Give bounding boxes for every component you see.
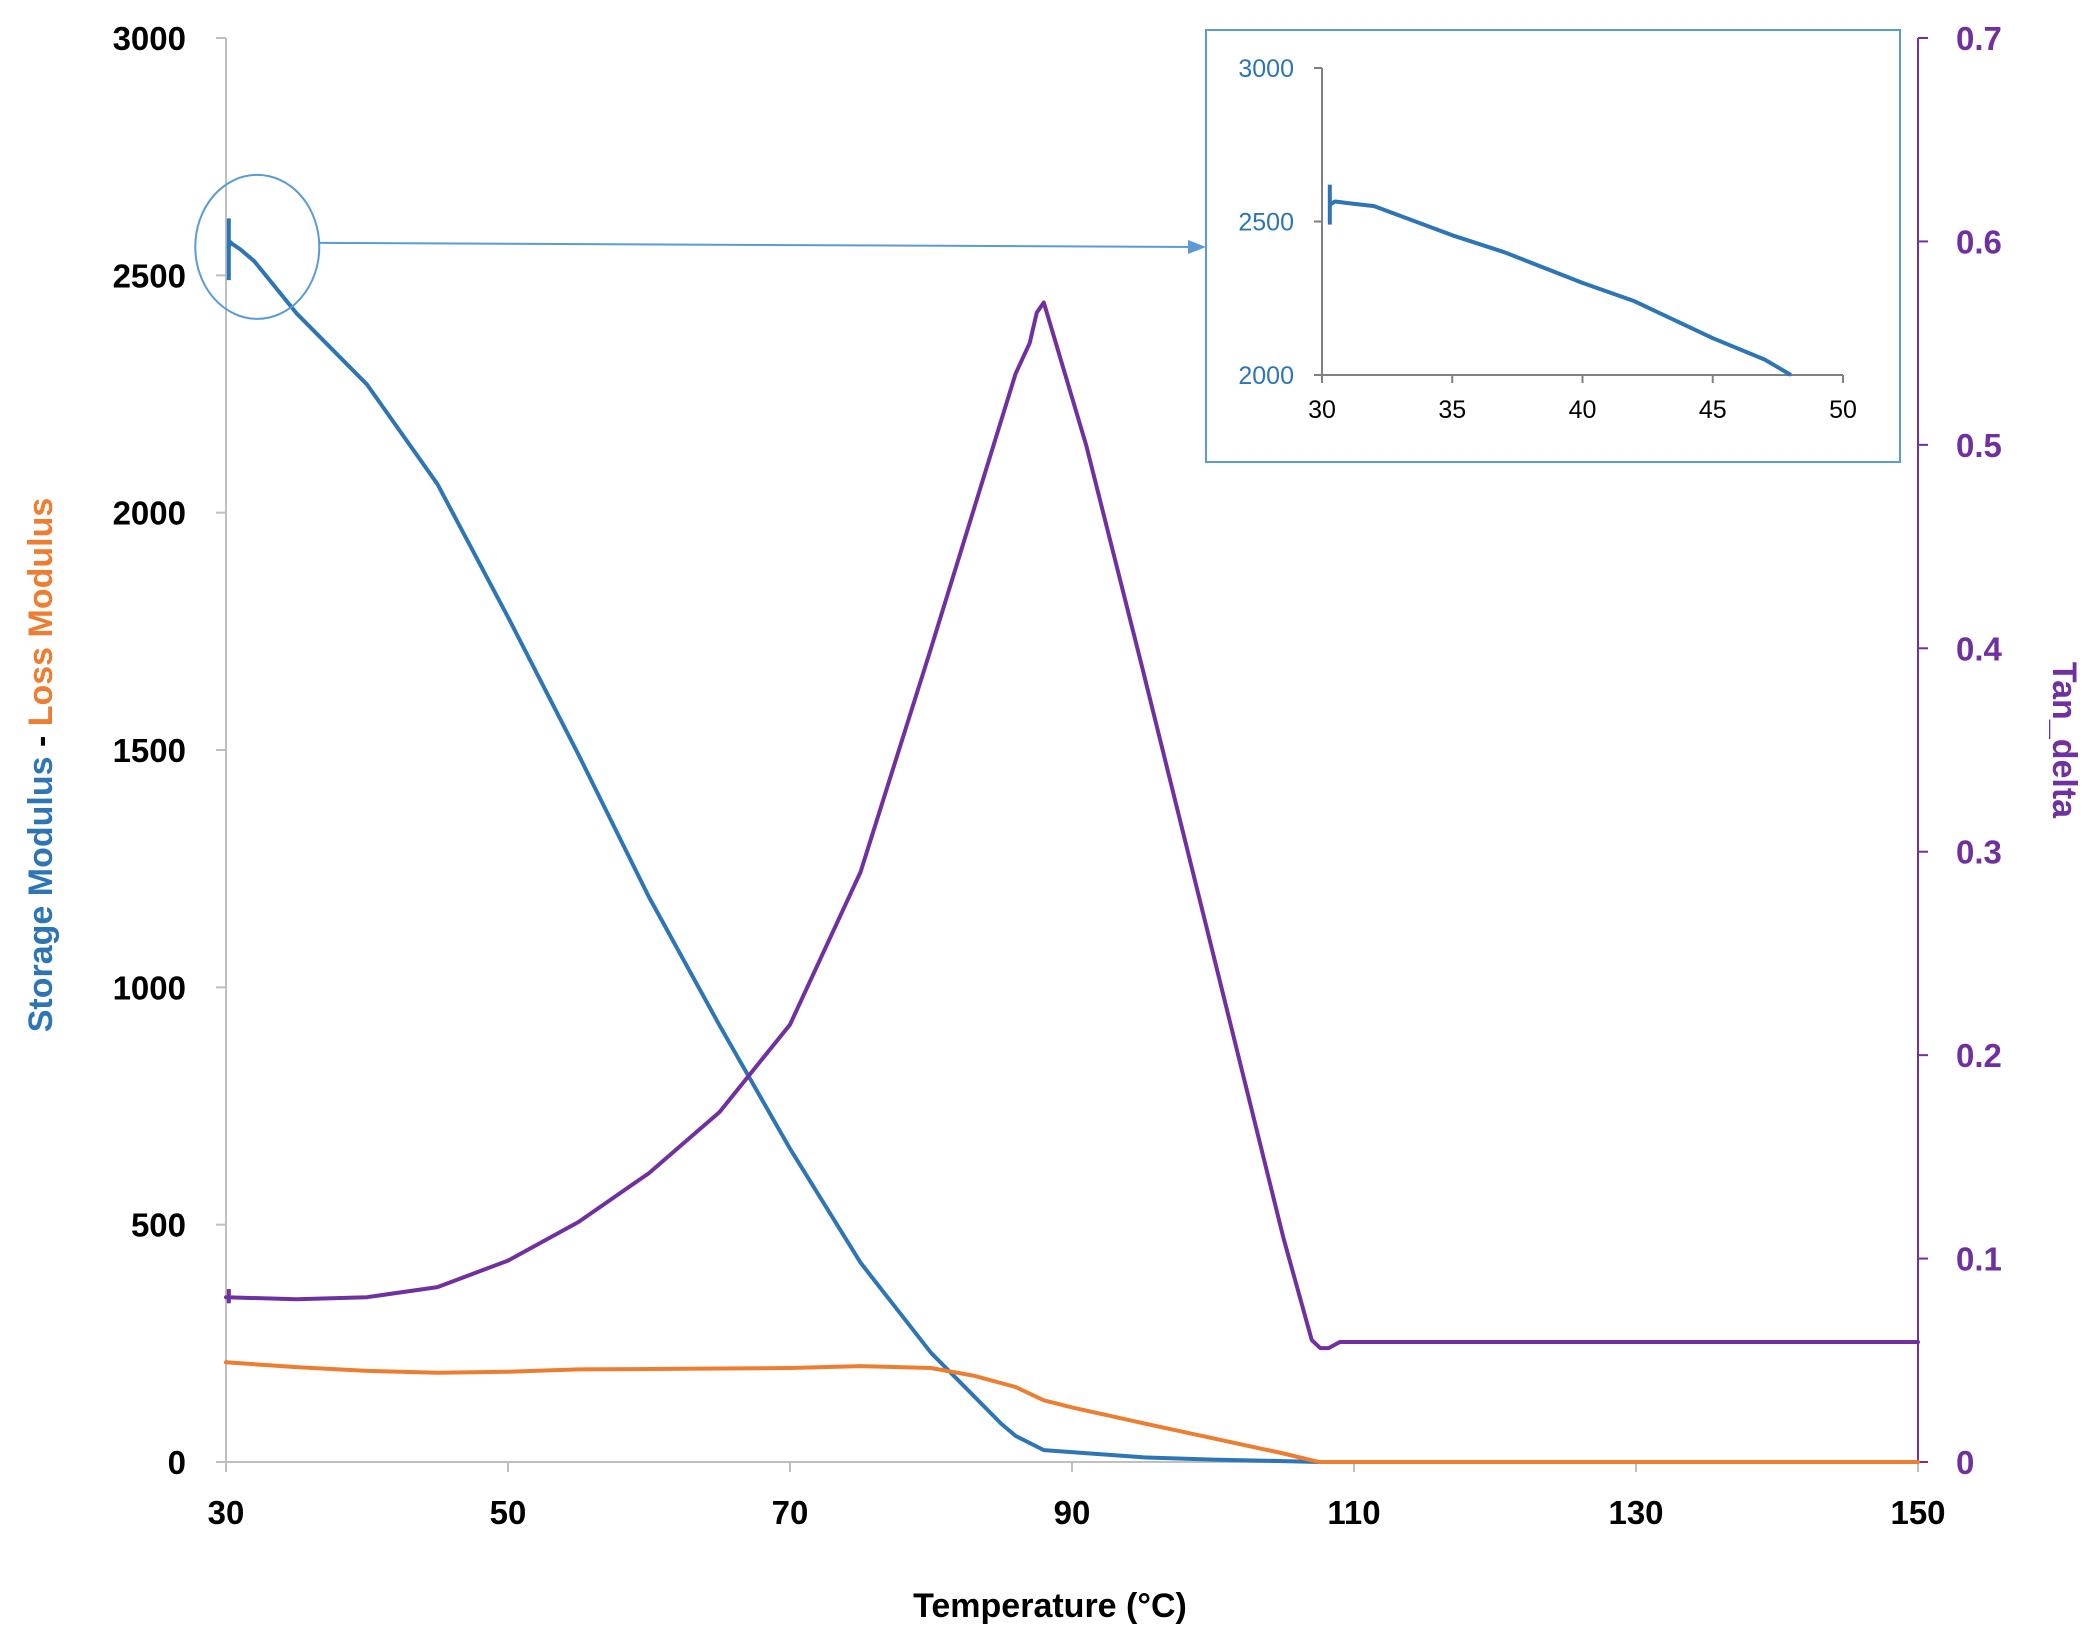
y-axis-left-title: Storage Modulus - Loss Modulus (22, 498, 60, 1033)
inset-y-tick-label: 2000 (1238, 362, 1294, 390)
y-left-tick-label: 2000 (113, 495, 186, 532)
series-group (224, 218, 1920, 1464)
x-tick-label: 70 (772, 1494, 809, 1531)
inset-y-tick-label: 3000 (1238, 55, 1294, 83)
y-axis-left-title-storage: Storage Modulus (22, 756, 60, 1032)
inset-y-tick-label: 2500 (1238, 209, 1294, 237)
zoom-arrow-line (319, 241, 1199, 248)
x-tick-label: 30 (208, 1494, 245, 1531)
zoom-arrow-head (1188, 240, 1206, 254)
zoom-circle (194, 173, 321, 320)
y-right-tick-label: 0.5 (1956, 427, 2002, 464)
x-tick-label: 90 (1054, 1494, 1091, 1531)
y-left-tick-label: 500 (131, 1207, 186, 1244)
zoom-annotation (194, 173, 1206, 320)
y-right-tick-label: 0.2 (1956, 1037, 2002, 1074)
inset-x-tick-label: 35 (1438, 396, 1466, 424)
y-axis-right-title: Tan_delta (2045, 662, 2083, 819)
inset-series-line-storage (1328, 199, 1792, 377)
y-axis-left-title-loss: Loss Modulus (22, 498, 60, 727)
inset-x-tick-label: 30 (1308, 396, 1336, 424)
x-tick-label: 130 (1608, 1494, 1663, 1531)
y-right-tick-label: 0 (1956, 1444, 1974, 1481)
y-right-tick-label: 0.6 (1956, 223, 2002, 260)
x-tick-label: 50 (490, 1494, 527, 1531)
y-axis-left-title-separator: - (22, 726, 60, 756)
y-left-tick-label: 1500 (113, 732, 186, 769)
series-line-tan_delta (224, 300, 1920, 1351)
y-left-tick-label: 1000 (113, 969, 186, 1006)
inset-x-tick-label: 40 (1569, 396, 1597, 424)
x-tick-label: 150 (1890, 1494, 1945, 1531)
tick-labels: 0 500 1000 1500 2000 2500 3000 0 0.1 0.2 0.3 0.4 0.5… (113, 20, 2003, 1531)
inset-chart: 2000 2500 3000 30 35 40 45 50 (1205, 29, 1901, 463)
inset-x-tick-label: 50 (1829, 396, 1857, 424)
series-line-loss (224, 1360, 1920, 1464)
y-right-tick-label: 0.1 (1956, 1241, 2002, 1278)
y-left-tick-label: 2500 (113, 257, 186, 294)
y-left-tick-label: 0 (168, 1444, 186, 1481)
y-left-tick-label: 3000 (113, 20, 186, 57)
y-right-tick-label: 0.7 (1956, 20, 2002, 57)
series-line-storage (226, 240, 1321, 1464)
y-right-tick-label: 0.4 (1956, 630, 2003, 667)
x-tick-label: 110 (1327, 1494, 1380, 1531)
y-right-tick-label: 0.3 (1956, 834, 2002, 871)
inset-x-tick-label: 45 (1699, 396, 1727, 424)
x-axis-title: Temperature (°C) (913, 1587, 1187, 1625)
